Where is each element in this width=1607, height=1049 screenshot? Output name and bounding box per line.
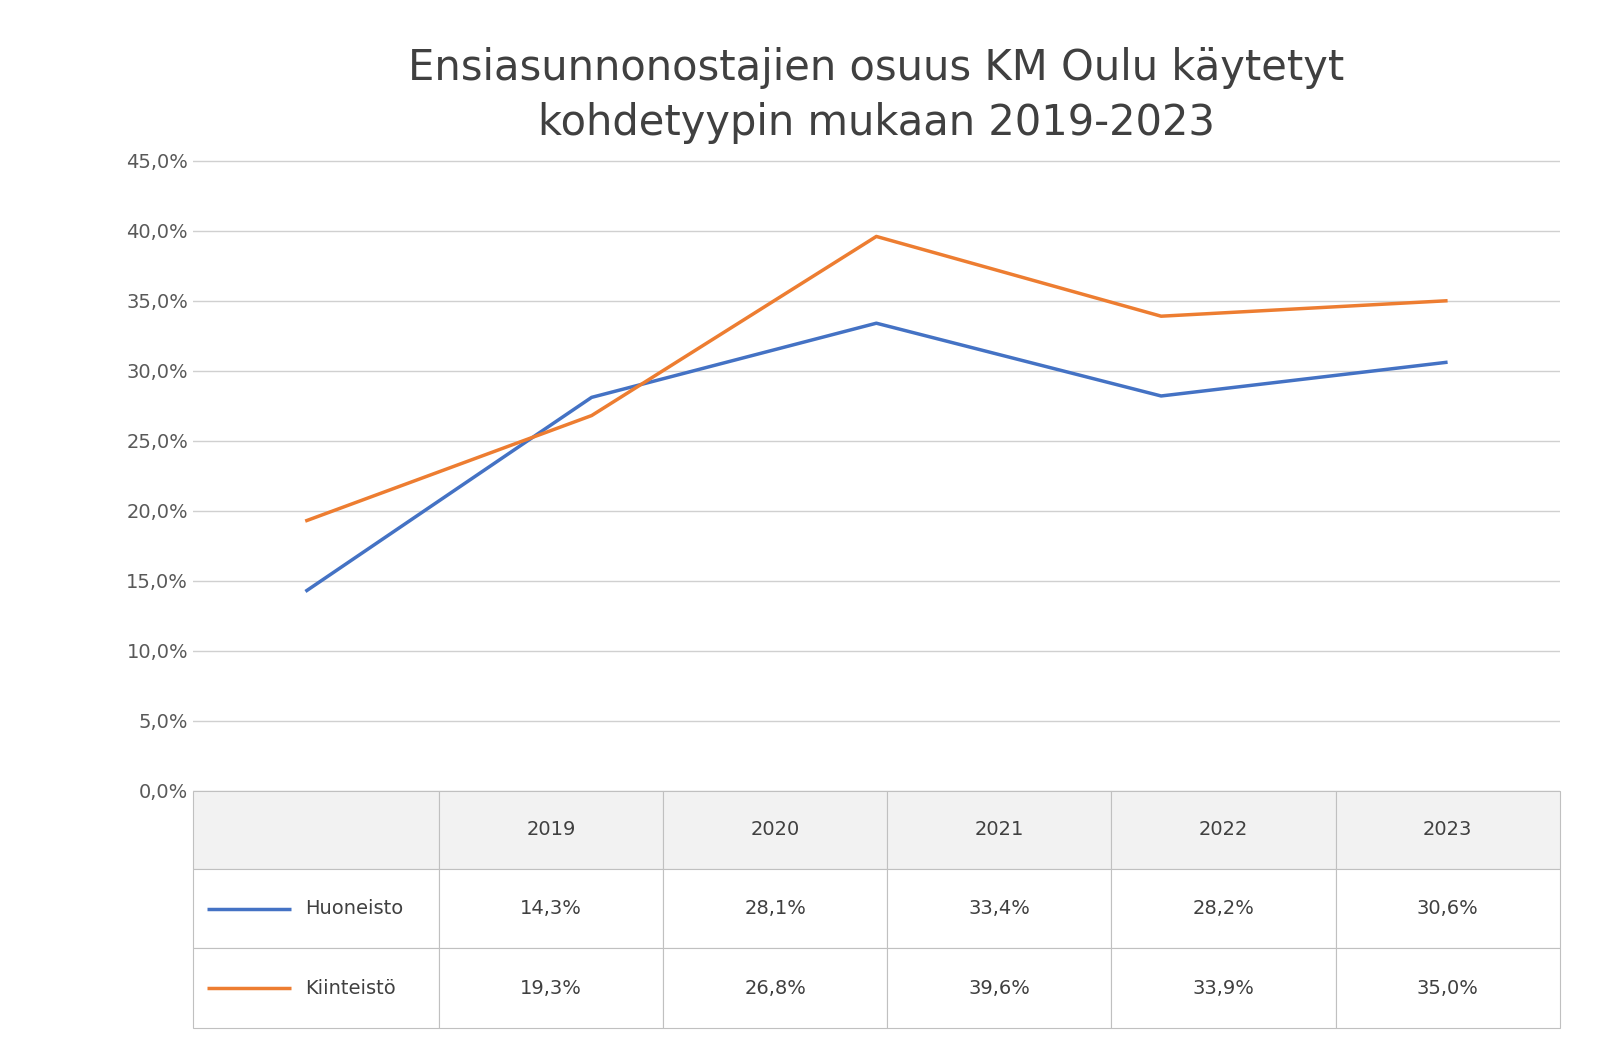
- FancyBboxPatch shape: [662, 948, 887, 1028]
- FancyBboxPatch shape: [1110, 791, 1335, 869]
- FancyBboxPatch shape: [662, 791, 887, 869]
- FancyBboxPatch shape: [439, 948, 662, 1028]
- FancyBboxPatch shape: [1110, 869, 1335, 948]
- FancyBboxPatch shape: [887, 869, 1110, 948]
- Text: 39,6%: 39,6%: [967, 979, 1030, 998]
- Text: 2020: 2020: [750, 820, 799, 839]
- Text: 33,9%: 33,9%: [1192, 979, 1253, 998]
- Text: 2023: 2023: [1422, 820, 1472, 839]
- Text: 2021: 2021: [974, 820, 1024, 839]
- FancyBboxPatch shape: [1110, 948, 1335, 1028]
- FancyBboxPatch shape: [193, 948, 439, 1028]
- FancyBboxPatch shape: [1335, 791, 1559, 869]
- FancyBboxPatch shape: [887, 948, 1110, 1028]
- Text: 14,3%: 14,3%: [519, 899, 582, 918]
- Text: Huoneisto: Huoneisto: [305, 899, 403, 918]
- FancyBboxPatch shape: [662, 869, 887, 948]
- Text: 35,0%: 35,0%: [1416, 979, 1478, 998]
- FancyBboxPatch shape: [193, 791, 439, 869]
- FancyBboxPatch shape: [193, 869, 439, 948]
- Text: 19,3%: 19,3%: [519, 979, 582, 998]
- Text: 33,4%: 33,4%: [967, 899, 1030, 918]
- FancyBboxPatch shape: [439, 791, 662, 869]
- Text: 2022: 2022: [1199, 820, 1247, 839]
- Text: 28,2%: 28,2%: [1192, 899, 1253, 918]
- Text: Ensiasunnonostajien osuus KM Oulu käytetyt
kohdetyypin mukaan 2019-2023: Ensiasunnonostajien osuus KM Oulu käytet…: [408, 47, 1343, 145]
- Text: 26,8%: 26,8%: [744, 979, 805, 998]
- Text: Kiinteistö: Kiinteistö: [305, 979, 395, 998]
- FancyBboxPatch shape: [1335, 948, 1559, 1028]
- Text: 28,1%: 28,1%: [744, 899, 805, 918]
- Text: 30,6%: 30,6%: [1416, 899, 1478, 918]
- FancyBboxPatch shape: [887, 791, 1110, 869]
- FancyBboxPatch shape: [439, 869, 662, 948]
- FancyBboxPatch shape: [1335, 869, 1559, 948]
- Text: 2019: 2019: [525, 820, 575, 839]
